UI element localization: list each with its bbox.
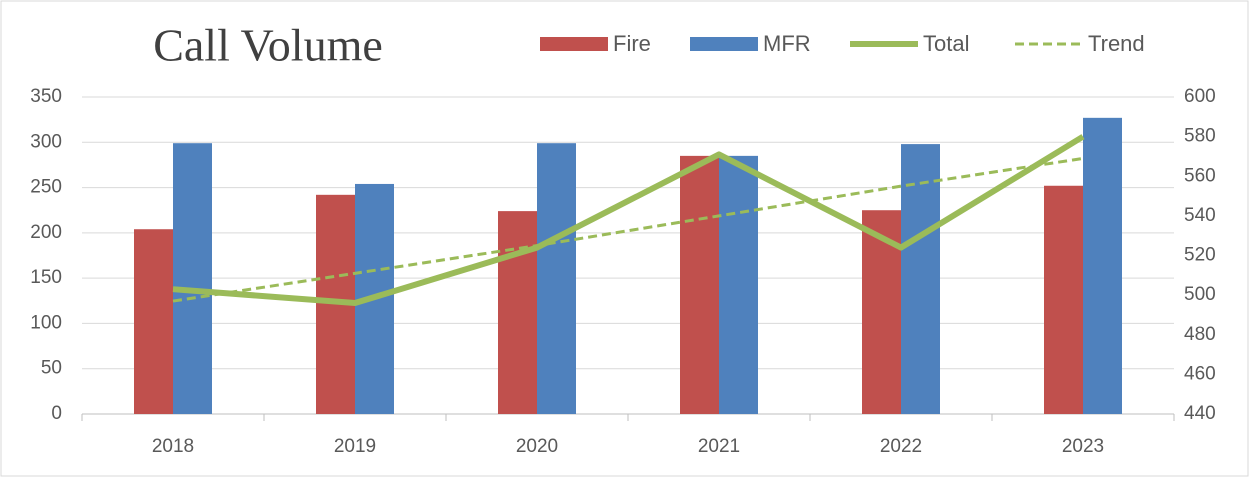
x-tick-label: 2022: [880, 436, 922, 457]
legend-swatch: [540, 37, 608, 51]
x-tick-label: 2023: [1062, 436, 1104, 457]
y-tick-label: 200: [30, 222, 62, 243]
y-tick-label: 0: [51, 403, 62, 424]
legend-label: MFR: [763, 31, 811, 56]
legend-swatch: [690, 37, 758, 51]
x-tick-label: 2021: [698, 436, 740, 457]
chart-title: Call Volume: [153, 20, 383, 71]
y2-tick-label: 440: [1184, 403, 1216, 424]
bar: [498, 211, 537, 414]
y2-tick-label: 520: [1184, 245, 1216, 266]
x-tick-label: 2019: [334, 436, 376, 457]
y-tick-label: 350: [30, 86, 62, 107]
bar: [901, 144, 940, 414]
bar: [719, 155, 758, 414]
bar: [537, 143, 576, 415]
y2-tick-label: 580: [1184, 126, 1216, 147]
bar: [1044, 185, 1083, 414]
legend-label: Total: [923, 31, 969, 56]
bar: [680, 155, 719, 414]
bar: [134, 229, 173, 414]
y2-tick-label: 460: [1184, 363, 1216, 384]
y2-tick-label: 480: [1184, 324, 1216, 345]
y-tick-label: 150: [30, 267, 62, 288]
y2-tick-label: 560: [1184, 165, 1216, 186]
legend-label: Fire: [613, 31, 651, 56]
x-tick-label: 2020: [516, 436, 558, 457]
y2-tick-label: 600: [1184, 86, 1216, 107]
y2-tick-label: 540: [1184, 205, 1216, 226]
y-tick-label: 250: [30, 177, 62, 198]
y-tick-label: 300: [30, 131, 62, 152]
bar: [173, 143, 212, 415]
x-tick-label: 2018: [152, 436, 194, 457]
legend-label: Trend: [1088, 31, 1145, 56]
bar: [1083, 117, 1122, 415]
total-line: [172, 134, 1085, 307]
y-tick-label: 100: [30, 312, 62, 333]
y2-tick-label: 500: [1184, 284, 1216, 305]
y-tick-label: 50: [41, 358, 62, 379]
